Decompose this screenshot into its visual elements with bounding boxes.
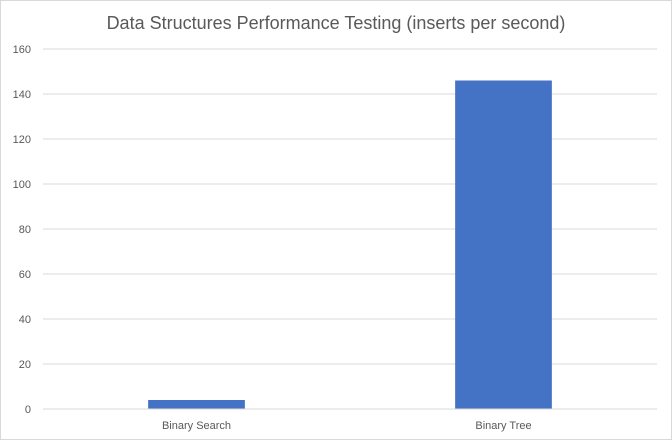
x-axis-tick-labels: Binary Search Binary Tree: [162, 420, 532, 432]
y-tick-label: 60: [19, 269, 31, 281]
y-tick-label: 40: [19, 314, 31, 326]
chart-title: Data Structures Performance Testing (ins…: [107, 13, 566, 33]
y-tick-label: 20: [19, 359, 31, 371]
x-tick-label: Binary Tree: [475, 420, 531, 432]
x-tick-label: Binary Search: [162, 420, 231, 432]
y-tick-label: 160: [13, 44, 31, 56]
bars: [148, 80, 552, 409]
bar-binary-tree: [455, 80, 552, 409]
gridlines: [43, 48, 657, 365]
y-tick-label: 120: [13, 134, 31, 146]
bar-binary-search: [148, 400, 245, 409]
y-tick-label: 80: [19, 224, 31, 236]
y-tick-label: 0: [25, 404, 31, 416]
y-axis-tick-labels: 0 20 40 60 80 100 120 140 160: [13, 44, 31, 416]
y-tick-label: 140: [13, 89, 31, 101]
y-tick-label: 100: [13, 179, 31, 191]
